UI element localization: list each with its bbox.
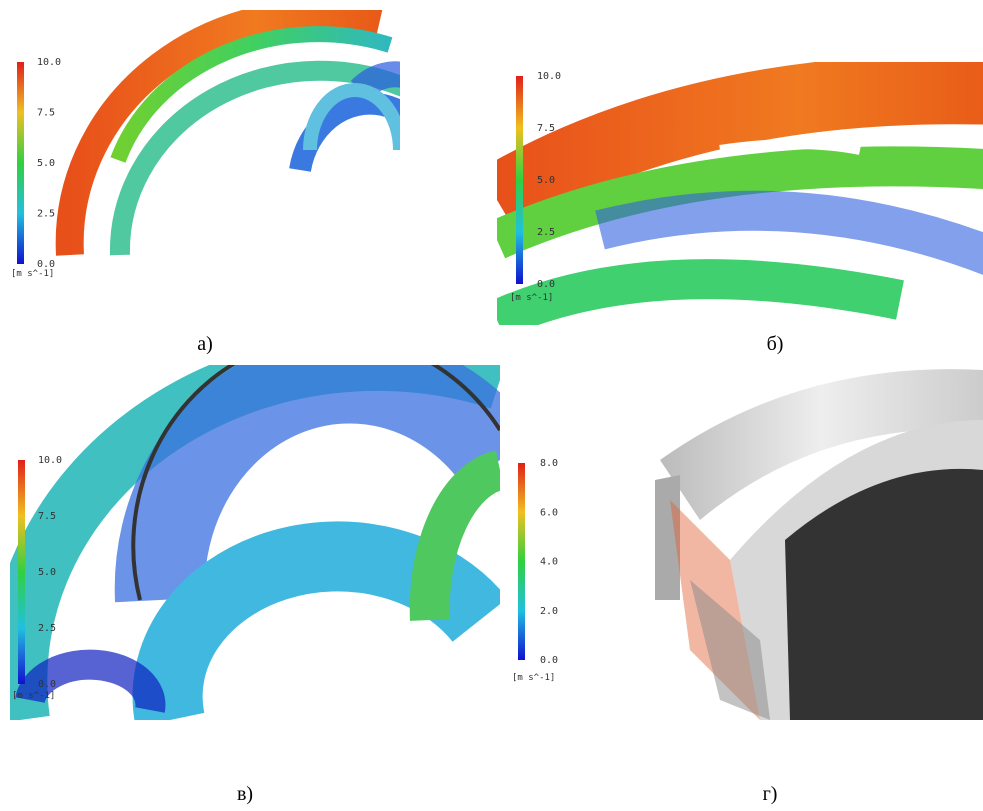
colorbar-tick-label: 8.0 — [540, 458, 558, 469]
colorbar — [17, 62, 24, 264]
colorbar-tick-label: 10.0 — [37, 57, 61, 68]
panel-a-image — [70, 13, 459, 255]
panel-c-image — [17, 336, 500, 720]
colorbar-tick-label: 5.0 — [537, 175, 555, 186]
figure: 10.07.55.02.50.0[m s^-1]а)10.07.55.02.50… — [0, 0, 983, 811]
colorbar-tick-label: 0.0 — [537, 279, 555, 290]
colorbar-tick-label: 10.0 — [38, 455, 62, 466]
colorbar-tick-label: 6.0 — [540, 507, 558, 518]
colorbar-unit: [m s^-1] — [12, 691, 55, 701]
colorbar-unit: [m s^-1] — [512, 673, 555, 683]
colorbar-tick-label: 0.0 — [38, 679, 56, 690]
colorbar-tick-label: 7.5 — [38, 511, 56, 522]
panel-caption: б) — [767, 333, 784, 355]
colorbar-tick-label: 7.5 — [537, 123, 555, 134]
colorbar-tick-label: 5.0 — [38, 567, 56, 578]
colorbar-tick-label: 10.0 — [537, 71, 561, 82]
colorbar-tick-label: 2.5 — [537, 227, 555, 238]
panel-d-image — [655, 369, 983, 720]
colorbar-tick-label: 4.0 — [540, 557, 558, 568]
colorbar-tick-label: 0.0 — [540, 655, 558, 666]
colorbar — [518, 463, 525, 660]
colorbar-unit: [m s^-1] — [11, 269, 54, 279]
panel-caption: а) — [197, 333, 213, 355]
panel-caption: в) — [237, 783, 253, 805]
colorbar-tick-label: 2.0 — [540, 606, 558, 617]
panel-b-image — [497, 89, 983, 320]
colorbar-unit: [m s^-1] — [510, 293, 553, 303]
colorbar-tick-label: 7.5 — [37, 108, 55, 119]
colorbar — [516, 76, 523, 284]
colorbar — [18, 460, 25, 684]
colorbar-tick-label: 2.5 — [38, 623, 56, 634]
panel-caption: г) — [763, 783, 778, 805]
colorbar-tick-label: 5.0 — [37, 158, 55, 169]
colorbar-tick-label: 2.5 — [37, 209, 55, 220]
